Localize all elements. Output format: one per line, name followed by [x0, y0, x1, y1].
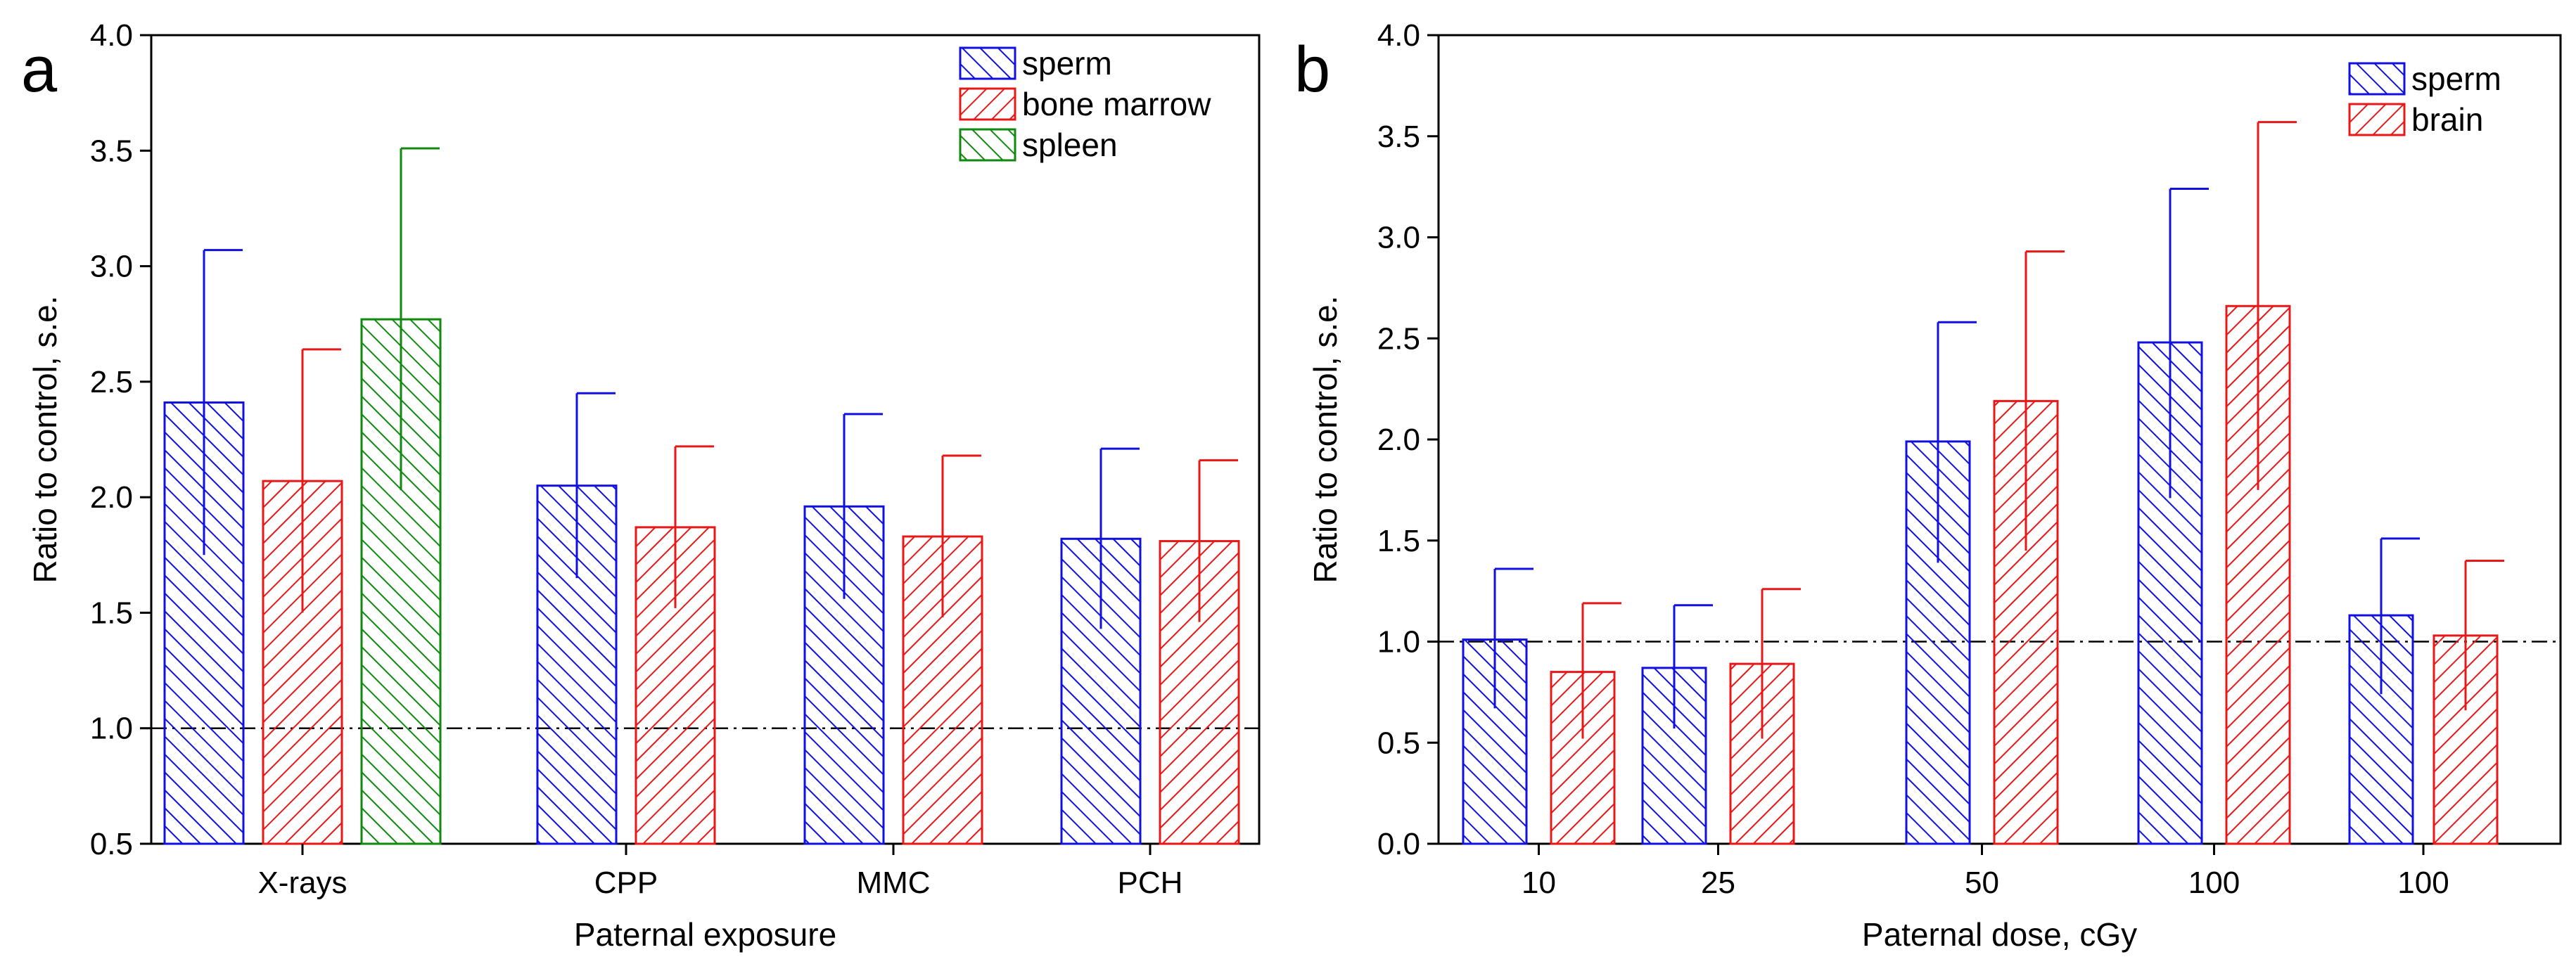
- legend-swatch: [2348, 103, 2406, 136]
- y-axis-title: Ratio to control, s.e.: [1307, 295, 1344, 583]
- legend-label: spleen: [1022, 127, 1118, 163]
- y-tick-label: 1.5: [1377, 524, 1420, 558]
- y-tick-label: 1.0: [1377, 625, 1420, 660]
- x-tick-label: 50: [1965, 866, 1999, 900]
- y-tick-label: 2.0: [90, 480, 133, 515]
- y-tick-label: 3.0: [1377, 221, 1420, 255]
- legend-swatch: [959, 128, 1016, 162]
- legend-swatch: [2348, 62, 2406, 96]
- x-tick-label: 100: [2188, 866, 2240, 900]
- legend-label: brain: [2411, 101, 2483, 138]
- x-tick-label: MMC: [856, 866, 930, 900]
- legend-swatch: [959, 87, 1016, 121]
- legend-swatch: [959, 46, 1016, 80]
- y-tick-label: 3.0: [90, 250, 133, 284]
- y-tick-label: 1.5: [90, 596, 133, 630]
- y-tick-label: 3.5: [90, 134, 133, 168]
- y-tick-label: 3.5: [1377, 120, 1420, 154]
- legend-label: bone marrow: [1022, 86, 1211, 122]
- y-tick-label: 2.0: [1377, 423, 1420, 457]
- x-tick-label: PCH: [1118, 866, 1183, 900]
- y-tick-label: 2.5: [90, 365, 133, 399]
- x-axis-title: Paternal dose, cGy: [1862, 916, 2137, 953]
- y-axis-title: Ratio to control, s.e.: [27, 295, 63, 583]
- panel-a-chart: a 0.5 1.0 1.5 2.0 2.5 3.0 3.5 4.0 Ratio to contro…: [21, 18, 1261, 953]
- x-tick-label: CPP: [594, 866, 658, 900]
- x-tick-label: X-rays: [257, 866, 347, 900]
- panel-letter: b: [1294, 34, 1330, 105]
- y-tick-label: 4.0: [90, 18, 133, 53]
- y-tick-label: 4.0: [1377, 18, 1420, 53]
- legend-label: sperm: [1022, 45, 1112, 82]
- panel-b-chart: b 0.0 0.5 1.0 1.5 2.0 2.5 3.0 3.5 4.0 Ratio to con…: [1294, 18, 2562, 953]
- y-tick-label: 0.5: [90, 827, 133, 861]
- x-tick-label: 25: [1701, 866, 1735, 900]
- panel-letter: a: [21, 34, 58, 105]
- y-tick-label: 1.0: [90, 712, 133, 746]
- y-tick-label: 0.5: [1377, 726, 1420, 760]
- y-tick-label: 0.0: [1377, 827, 1420, 861]
- legend-label: sperm: [2411, 60, 2501, 97]
- y-tick-label: 2.5: [1377, 321, 1420, 356]
- x-axis-title: Paternal exposure: [574, 916, 836, 953]
- x-tick-label: 100: [2397, 866, 2449, 900]
- x-tick-label: 10: [1522, 866, 1556, 900]
